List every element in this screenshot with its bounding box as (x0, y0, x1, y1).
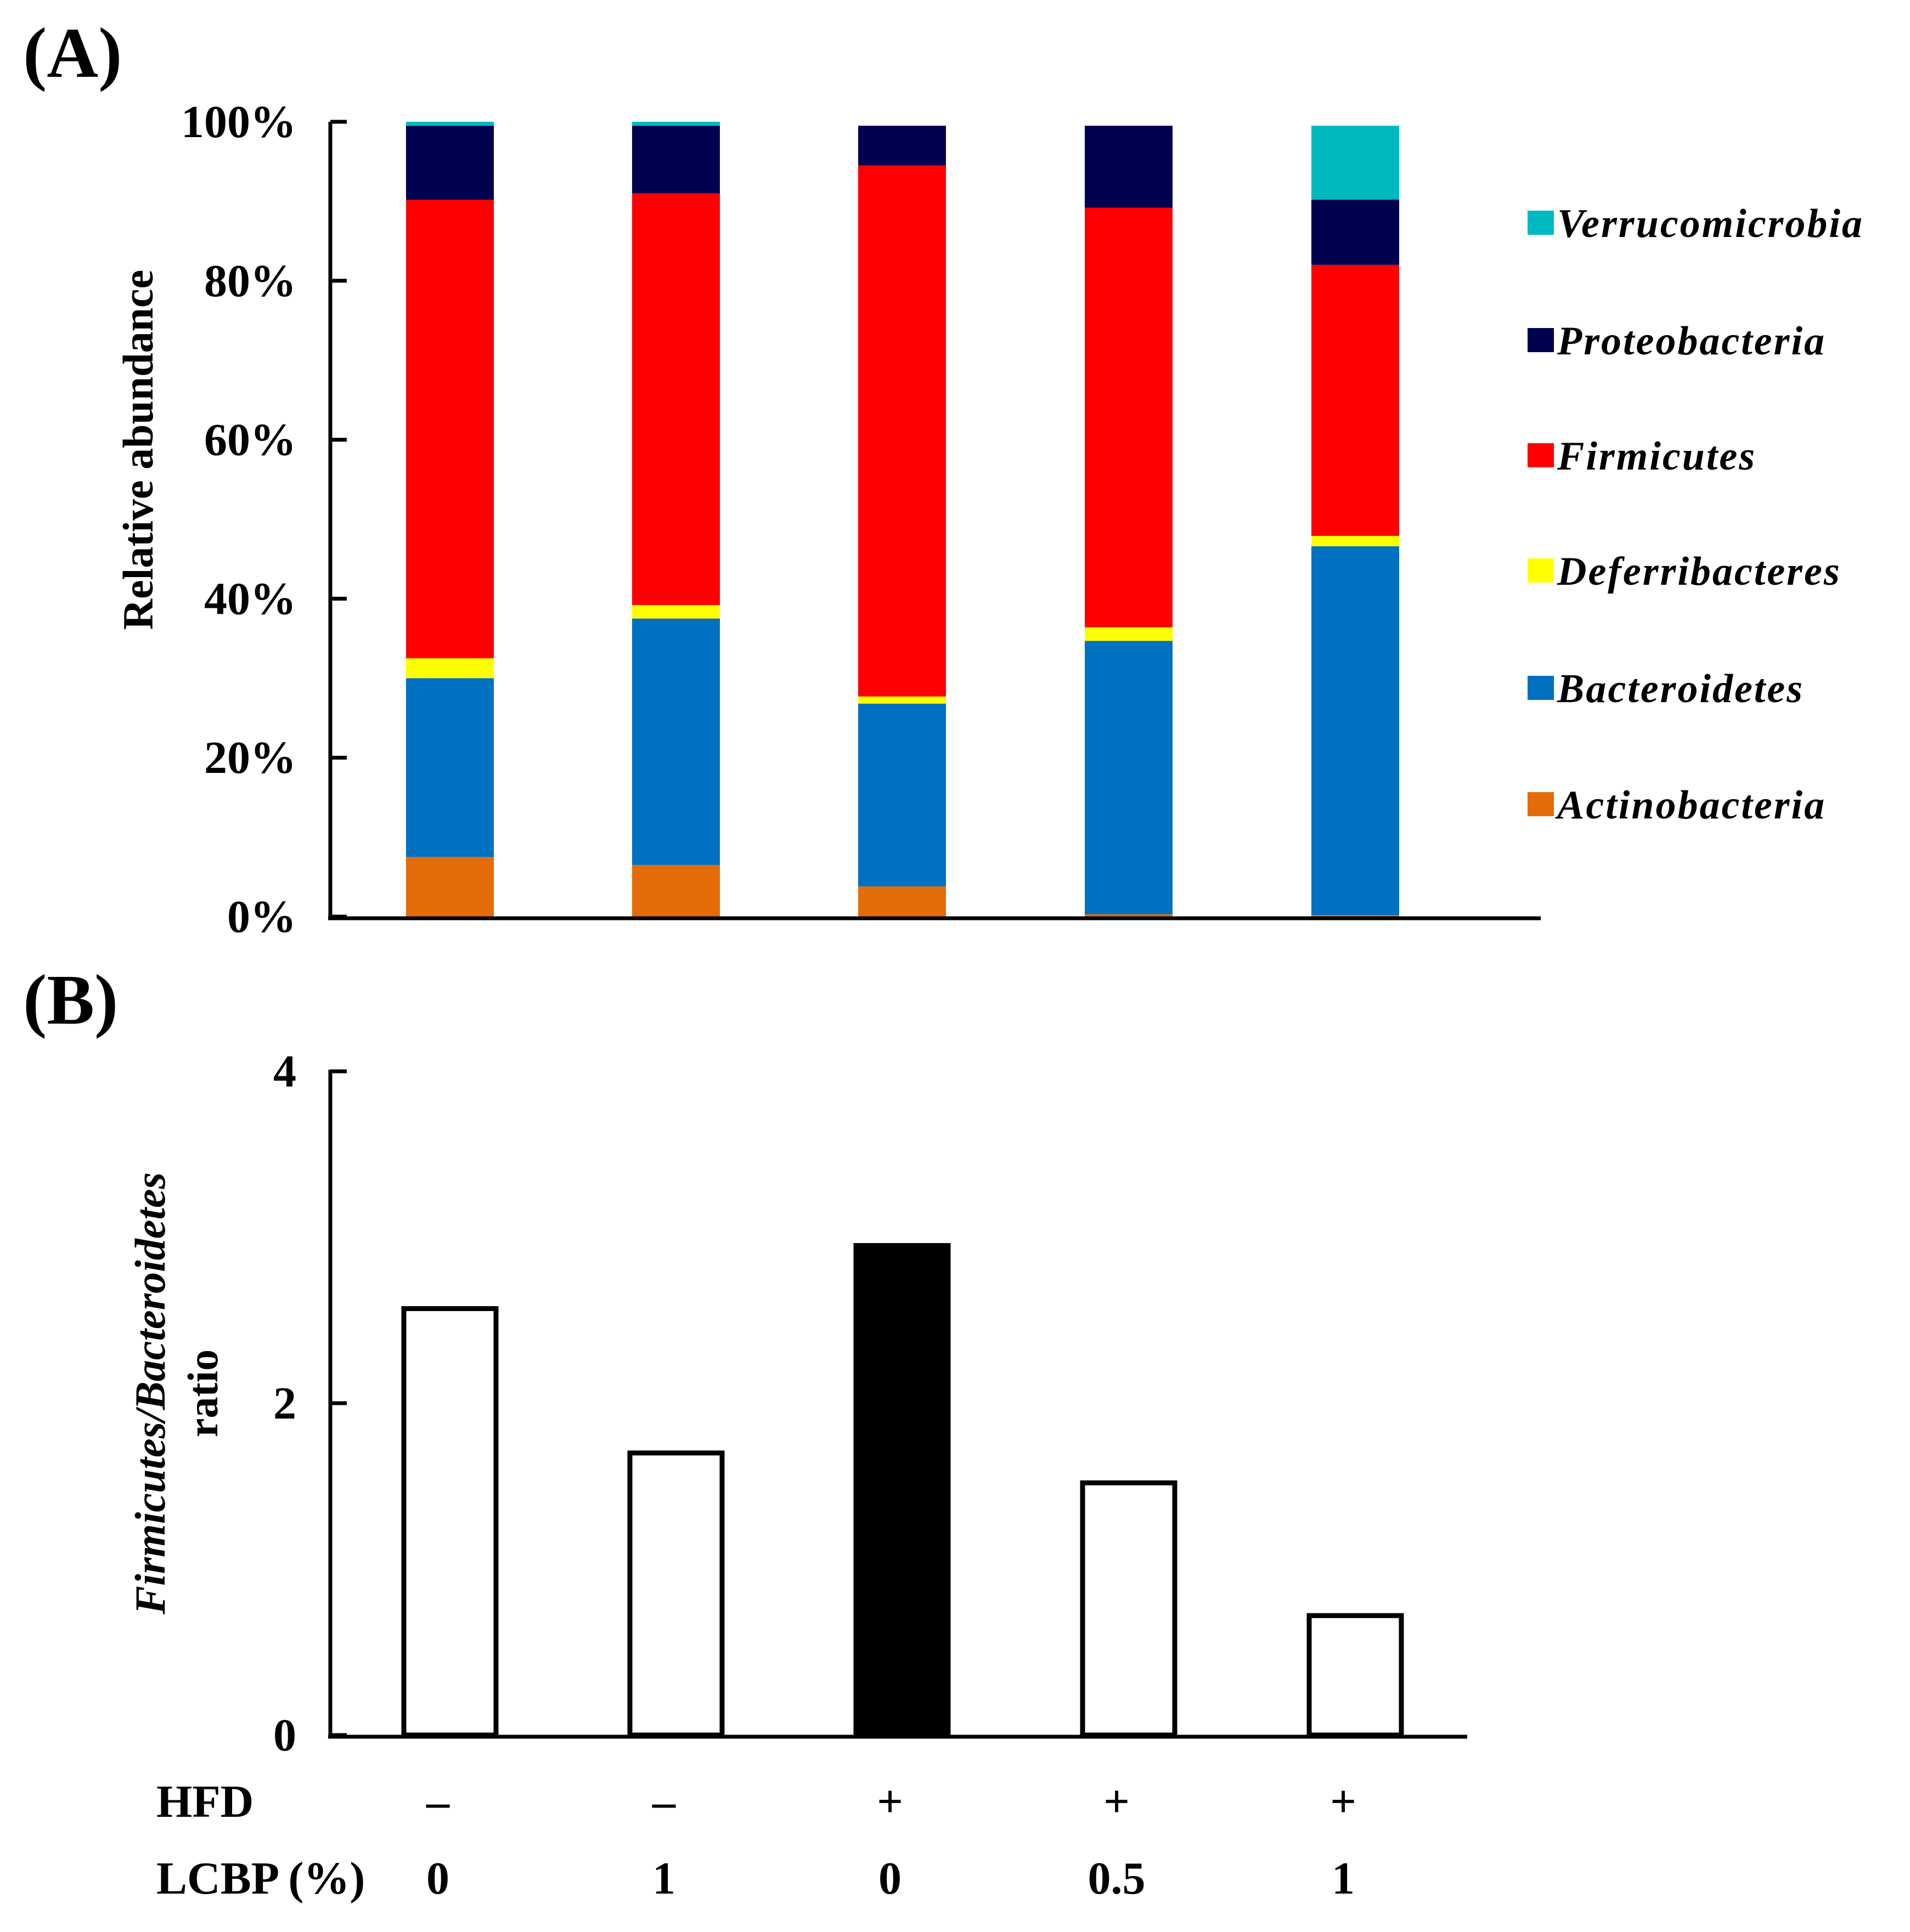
legend-swatch-proteobacteria (1528, 328, 1554, 352)
bar-segment-bacteroidetes-2 (632, 618, 720, 865)
lcbp-cell-2: 1 (652, 1853, 675, 1904)
bar-segment-deferribacteres-2 (632, 605, 720, 619)
bar-segment-bacteroidetes-3 (858, 703, 946, 886)
panel-b-y-label: Firmicutes/Bacteroidetes (126, 1172, 174, 1615)
lcbp-cell-1: 0 (426, 1853, 449, 1904)
panel-b-y-label-ratio: ratio (179, 1349, 227, 1437)
lcbp-cell-4: 0.5 (1088, 1853, 1146, 1904)
bar-segment-bacteroidetes-5 (1311, 546, 1399, 916)
panel-b-y-label-italic: Firmicutes/Bacteroidetes (126, 1172, 174, 1615)
bar-segment-proteobacteria-1 (406, 126, 494, 200)
condition-table: HFD LCBP (%) – 0 – 1 +0 +0.5 +1 (156, 1776, 1356, 1904)
legend-swatch-actinobacteria (1528, 792, 1554, 816)
ratio-bar-1 (401, 1306, 499, 1738)
bar-segment-firmicutes-2 (632, 193, 720, 605)
panel-a-tick-label: 20% (204, 732, 296, 783)
lcbp-row-label: LCBP (%) (156, 1853, 365, 1904)
bar-segment-actinobacteria-5 (1311, 915, 1399, 917)
panel-a-tick-label: 100% (181, 97, 296, 148)
hfd-cell-3: + (877, 1776, 903, 1827)
panel-a-tick-label: 40% (204, 573, 296, 624)
legend-swatch-firmicutes (1528, 443, 1554, 467)
panel-a-bars (406, 122, 1399, 917)
lcbp-cell-5: 1 (1332, 1853, 1355, 1904)
hfd-cell-4: + (1103, 1776, 1130, 1827)
bar-segment-firmicutes-3 (858, 165, 946, 697)
ratio-bar-3 (853, 1243, 951, 1738)
legend-label-verrucomicrobia: Verrucomicrobia (1557, 201, 1864, 246)
bar-segment-proteobacteria-2 (632, 126, 720, 194)
bar-segment-actinobacteria-2 (632, 865, 720, 917)
panel-b: (B) 0 2 4 Firmicutes/Bacteroidetes ratio (23, 961, 1467, 1761)
bar-segment-actinobacteria-4 (1085, 914, 1173, 917)
hfd-row-label: HFD (156, 1776, 253, 1827)
panel-b-tick-label: 0 (273, 1710, 296, 1761)
bar-segment-verrucomicrobia-2 (632, 122, 720, 126)
bar-segment-deferribacteres-5 (1311, 535, 1399, 546)
bar-segment-firmicutes-1 (406, 200, 494, 659)
bar-segment-firmicutes-4 (1085, 207, 1173, 628)
bar-segment-deferribacteres-3 (858, 696, 946, 704)
ratio-bar-5 (1306, 1613, 1404, 1738)
hfd-cell-1: – (426, 1776, 450, 1827)
legend-swatch-deferribacteres (1528, 558, 1554, 583)
panel-a-y-label: Relative abundance (114, 270, 162, 630)
bar-segment-deferribacteres-4 (1085, 627, 1173, 641)
ratio-bar-2 (627, 1450, 725, 1738)
lcbp-cell-3: 0 (878, 1853, 902, 1904)
bar-segment-actinobacteria-1 (406, 857, 494, 917)
legend-label-proteobacteria: Proteobacteria (1557, 319, 1826, 364)
bar-segment-verrucomicrobia-5 (1311, 126, 1399, 200)
bar-segment-bacteroidetes-1 (406, 678, 494, 857)
panel-b-label: (B) (23, 961, 118, 1040)
bar-segment-bacteroidetes-4 (1085, 641, 1173, 914)
panel-a: (A) 0% 20% 40% 60% 80% 100% Relative abundanc… (23, 14, 1864, 942)
condition-cells: – 0 – 1 +0 +0.5 +1 (426, 1776, 1356, 1904)
panel-b-tick-label: 2 (273, 1378, 296, 1429)
legend-label-deferribacteres: Deferribacteres (1557, 549, 1841, 594)
panel-b-tick-label: 4 (273, 1046, 296, 1097)
panel-a-tick-label: 0% (227, 891, 296, 942)
legend-label-actinobacteria: Actinobacteria (1555, 783, 1826, 828)
hfd-cell-5: + (1330, 1776, 1356, 1827)
bar-segment-deferribacteres-1 (406, 658, 494, 679)
panel-a-tick-label: 80% (204, 256, 296, 307)
bar-segment-proteobacteria-3 (858, 126, 946, 166)
bar-segment-proteobacteria-4 (1085, 126, 1173, 208)
panel-a-label: (A) (23, 14, 122, 93)
hfd-cell-2: – (652, 1776, 676, 1827)
panel-a-y-ticks: 0% 20% 40% 60% 80% 100% (181, 97, 347, 942)
legend-label-firmicutes: Firmicutes (1557, 434, 1756, 479)
bar-segment-verrucomicrobia-1 (406, 122, 494, 126)
bar-segment-actinobacteria-3 (858, 886, 946, 917)
ratio-bar-4 (1080, 1480, 1177, 1738)
panel-b-bars (401, 1243, 1404, 1738)
panel-a-tick-label: 60% (204, 415, 296, 466)
bar-segment-proteobacteria-5 (1311, 200, 1399, 265)
legend-swatch-verrucomicrobia (1528, 211, 1554, 235)
legend-label-bacteroidetes: Bacteroidetes (1557, 666, 1804, 711)
panel-b-y-ticks: 0 2 4 (273, 1046, 347, 1761)
panel-a-legend: Verrucomicrobia Proteobacteria Firmicutes D… (1528, 201, 1864, 828)
legend-swatch-bacteroidetes (1528, 676, 1554, 700)
bar-segment-firmicutes-5 (1311, 264, 1399, 536)
